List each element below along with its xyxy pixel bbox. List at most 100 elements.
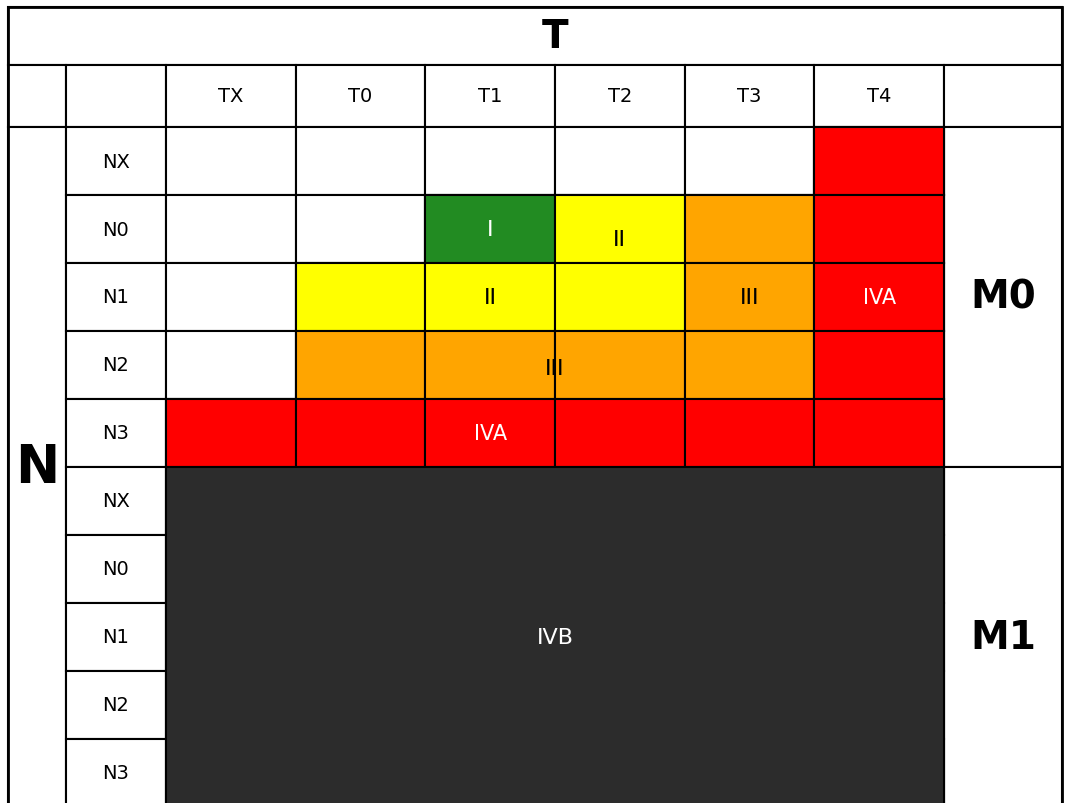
Bar xyxy=(685,196,814,263)
Bar xyxy=(426,671,555,739)
Bar xyxy=(814,332,944,400)
Bar xyxy=(426,196,555,263)
Bar xyxy=(685,400,814,467)
Text: T2: T2 xyxy=(608,88,632,106)
Bar xyxy=(166,739,295,803)
Bar xyxy=(555,400,685,467)
Bar xyxy=(166,400,295,467)
Bar xyxy=(685,66,814,128)
Text: M1: M1 xyxy=(970,618,1036,656)
Bar xyxy=(555,128,685,196)
Text: N2: N2 xyxy=(103,695,129,715)
Bar xyxy=(555,603,685,671)
Bar xyxy=(685,263,814,332)
Bar xyxy=(555,196,685,263)
Bar xyxy=(166,536,295,603)
Bar xyxy=(814,196,944,263)
Bar xyxy=(555,263,685,332)
Text: III: III xyxy=(739,287,760,308)
Bar xyxy=(814,66,944,128)
Bar xyxy=(555,263,685,332)
Bar xyxy=(944,66,1063,128)
Text: T4: T4 xyxy=(867,88,891,106)
Bar xyxy=(295,536,426,603)
Bar xyxy=(814,603,944,671)
Bar xyxy=(944,467,1063,803)
Bar xyxy=(426,739,555,803)
Bar xyxy=(66,603,166,671)
Bar xyxy=(814,400,944,467)
Bar xyxy=(7,66,66,128)
Bar xyxy=(295,263,426,332)
Bar xyxy=(814,671,944,739)
Bar xyxy=(555,467,685,536)
Text: II: II xyxy=(613,230,626,250)
Bar xyxy=(685,671,814,739)
Bar xyxy=(685,332,814,400)
Bar xyxy=(166,671,295,739)
Bar xyxy=(166,332,295,400)
Text: II: II xyxy=(484,287,496,308)
Bar xyxy=(685,196,814,263)
Bar xyxy=(814,263,944,332)
Bar xyxy=(685,536,814,603)
Bar xyxy=(426,467,555,536)
Bar xyxy=(555,536,685,603)
Text: T3: T3 xyxy=(737,88,762,106)
Text: NX: NX xyxy=(102,153,129,171)
Bar xyxy=(295,332,426,400)
Bar xyxy=(66,400,166,467)
Bar xyxy=(944,128,1063,467)
Text: I: I xyxy=(487,220,493,240)
Bar xyxy=(814,263,944,332)
Text: III: III xyxy=(546,359,565,379)
Bar xyxy=(814,739,944,803)
Bar xyxy=(426,400,555,467)
Bar xyxy=(295,671,426,739)
Bar xyxy=(426,332,555,400)
Text: NX: NX xyxy=(102,492,129,511)
Text: N3: N3 xyxy=(103,424,129,443)
Bar xyxy=(66,332,166,400)
Bar xyxy=(7,8,1063,66)
Bar xyxy=(426,263,555,332)
Text: M0: M0 xyxy=(970,279,1036,316)
Bar xyxy=(66,671,166,739)
Bar xyxy=(814,128,944,196)
Text: IVB: IVB xyxy=(536,627,574,647)
Bar xyxy=(555,332,685,400)
Bar xyxy=(426,128,555,196)
Bar xyxy=(66,66,166,128)
Bar xyxy=(555,671,685,739)
Bar xyxy=(426,332,555,400)
Text: N: N xyxy=(15,442,59,493)
Bar xyxy=(295,400,426,467)
Text: N1: N1 xyxy=(103,288,129,307)
Text: N0: N0 xyxy=(103,560,129,579)
Bar xyxy=(426,603,555,671)
Text: T0: T0 xyxy=(349,88,372,106)
Bar xyxy=(295,739,426,803)
Bar xyxy=(555,66,685,128)
Bar xyxy=(66,196,166,263)
Bar xyxy=(426,66,555,128)
Bar xyxy=(555,739,685,803)
Bar xyxy=(66,467,166,536)
Text: IVA: IVA xyxy=(474,423,507,443)
Bar xyxy=(66,739,166,803)
Bar xyxy=(426,400,555,467)
Bar xyxy=(555,400,685,467)
Bar xyxy=(814,128,944,196)
Bar xyxy=(685,128,814,196)
Bar xyxy=(295,263,426,332)
Bar xyxy=(685,332,814,400)
Bar xyxy=(295,400,426,467)
Bar xyxy=(814,467,944,536)
Bar xyxy=(166,128,295,196)
Bar xyxy=(166,467,944,803)
Bar xyxy=(685,739,814,803)
Bar xyxy=(814,536,944,603)
Bar xyxy=(426,536,555,603)
Bar xyxy=(426,196,555,263)
Bar xyxy=(555,332,685,400)
